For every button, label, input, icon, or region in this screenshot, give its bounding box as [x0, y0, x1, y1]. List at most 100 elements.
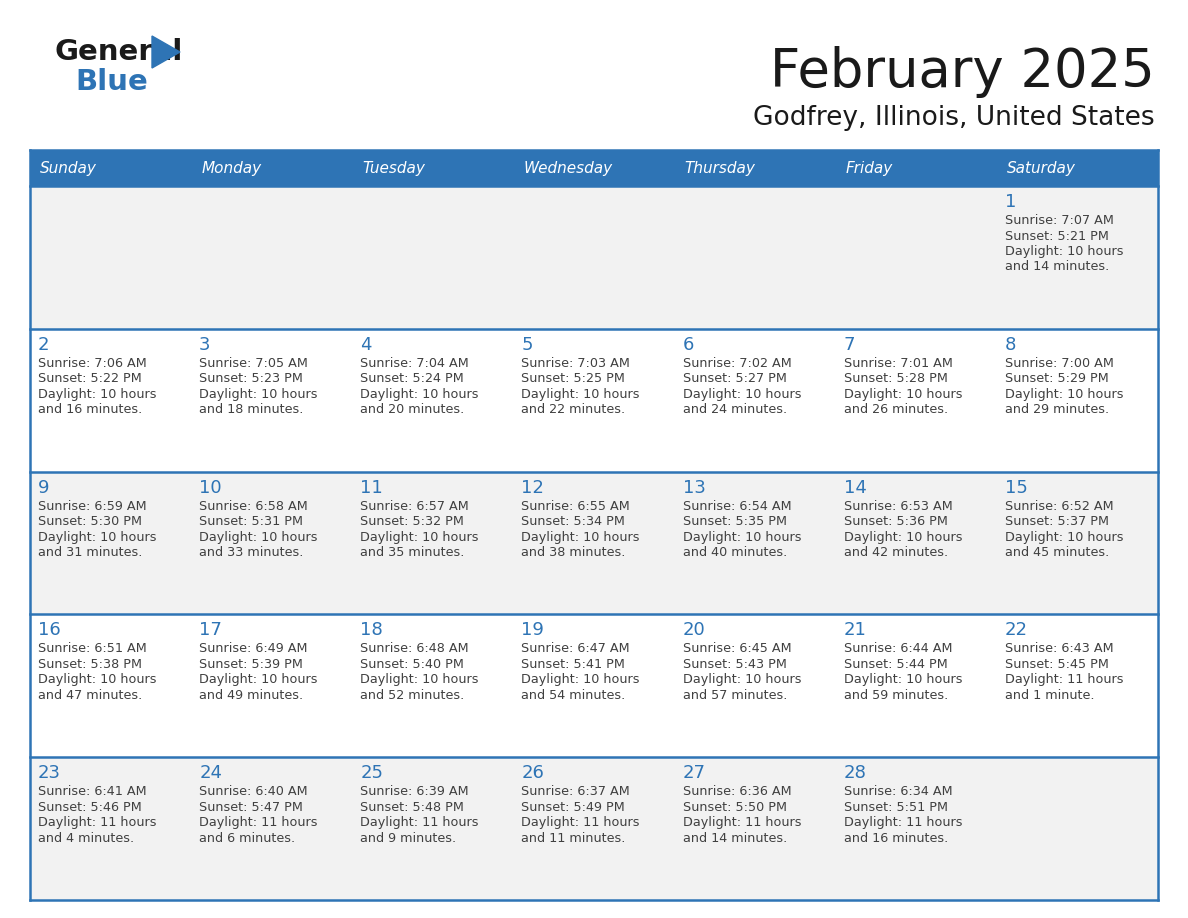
Text: Daylight: 10 hours: Daylight: 10 hours: [200, 387, 317, 401]
Text: 27: 27: [683, 764, 706, 782]
Text: Daylight: 10 hours: Daylight: 10 hours: [522, 674, 640, 687]
Text: Sunset: 5:44 PM: Sunset: 5:44 PM: [843, 658, 948, 671]
Text: Sunset: 5:23 PM: Sunset: 5:23 PM: [200, 373, 303, 386]
Text: 13: 13: [683, 478, 706, 497]
Text: Sunset: 5:40 PM: Sunset: 5:40 PM: [360, 658, 465, 671]
Text: Sunrise: 7:06 AM: Sunrise: 7:06 AM: [38, 357, 147, 370]
Text: Sunrise: 6:59 AM: Sunrise: 6:59 AM: [38, 499, 146, 512]
Text: Sunrise: 6:49 AM: Sunrise: 6:49 AM: [200, 643, 308, 655]
Text: 8: 8: [1005, 336, 1016, 353]
Text: Sunset: 5:22 PM: Sunset: 5:22 PM: [38, 373, 141, 386]
Text: 26: 26: [522, 764, 544, 782]
Text: and 42 minutes.: and 42 minutes.: [843, 546, 948, 559]
Text: Daylight: 10 hours: Daylight: 10 hours: [38, 674, 157, 687]
Text: Sunset: 5:39 PM: Sunset: 5:39 PM: [200, 658, 303, 671]
Text: Sunrise: 6:51 AM: Sunrise: 6:51 AM: [38, 643, 147, 655]
Text: and 16 minutes.: and 16 minutes.: [843, 832, 948, 845]
Text: Daylight: 11 hours: Daylight: 11 hours: [843, 816, 962, 829]
Text: Daylight: 10 hours: Daylight: 10 hours: [522, 531, 640, 543]
Text: Daylight: 10 hours: Daylight: 10 hours: [683, 387, 801, 401]
Text: Daylight: 10 hours: Daylight: 10 hours: [683, 531, 801, 543]
Text: 18: 18: [360, 621, 383, 640]
Bar: [30, 472, 1158, 614]
Text: Sunrise: 6:41 AM: Sunrise: 6:41 AM: [38, 785, 146, 798]
Text: and 31 minutes.: and 31 minutes.: [38, 546, 143, 559]
Bar: [30, 614, 1158, 757]
Text: Daylight: 11 hours: Daylight: 11 hours: [200, 816, 317, 829]
Text: Sunrise: 6:57 AM: Sunrise: 6:57 AM: [360, 499, 469, 512]
Text: Sunrise: 6:55 AM: Sunrise: 6:55 AM: [522, 499, 630, 512]
Text: Wednesday: Wednesday: [524, 161, 613, 175]
Text: Sunrise: 6:45 AM: Sunrise: 6:45 AM: [683, 643, 791, 655]
Text: and 33 minutes.: and 33 minutes.: [200, 546, 303, 559]
Text: Daylight: 10 hours: Daylight: 10 hours: [360, 674, 479, 687]
Text: 17: 17: [200, 621, 222, 640]
Text: and 38 minutes.: and 38 minutes.: [522, 546, 626, 559]
Text: Sunset: 5:32 PM: Sunset: 5:32 PM: [360, 515, 465, 528]
Text: 12: 12: [522, 478, 544, 497]
Text: Sunset: 5:27 PM: Sunset: 5:27 PM: [683, 373, 786, 386]
Text: Sunrise: 7:05 AM: Sunrise: 7:05 AM: [200, 357, 308, 370]
Text: 9: 9: [38, 478, 50, 497]
Text: 14: 14: [843, 478, 866, 497]
Text: 22: 22: [1005, 621, 1028, 640]
Bar: [30, 329, 1158, 472]
Text: February 2025: February 2025: [770, 46, 1155, 98]
Text: 23: 23: [38, 764, 61, 782]
Text: and 47 minutes.: and 47 minutes.: [38, 688, 143, 702]
Text: Sunrise: 6:43 AM: Sunrise: 6:43 AM: [1005, 643, 1113, 655]
Text: Daylight: 10 hours: Daylight: 10 hours: [360, 387, 479, 401]
Text: Sunset: 5:43 PM: Sunset: 5:43 PM: [683, 658, 786, 671]
Text: Sunset: 5:31 PM: Sunset: 5:31 PM: [200, 515, 303, 528]
Text: Sunrise: 6:54 AM: Sunrise: 6:54 AM: [683, 499, 791, 512]
Text: and 14 minutes.: and 14 minutes.: [1005, 261, 1110, 274]
Text: General: General: [55, 38, 183, 66]
Text: Sunrise: 7:00 AM: Sunrise: 7:00 AM: [1005, 357, 1113, 370]
Text: Daylight: 11 hours: Daylight: 11 hours: [683, 816, 801, 829]
Text: and 40 minutes.: and 40 minutes.: [683, 546, 786, 559]
Text: Sunrise: 6:52 AM: Sunrise: 6:52 AM: [1005, 499, 1113, 512]
Text: Sunset: 5:35 PM: Sunset: 5:35 PM: [683, 515, 786, 528]
Text: Friday: Friday: [846, 161, 893, 175]
Text: 3: 3: [200, 336, 210, 353]
Text: and 57 minutes.: and 57 minutes.: [683, 688, 786, 702]
Text: Blue: Blue: [75, 68, 147, 96]
Text: Sunset: 5:46 PM: Sunset: 5:46 PM: [38, 800, 141, 813]
Text: Sunday: Sunday: [40, 161, 97, 175]
Text: Sunrise: 6:37 AM: Sunrise: 6:37 AM: [522, 785, 630, 798]
Text: Sunset: 5:25 PM: Sunset: 5:25 PM: [522, 373, 625, 386]
Text: 24: 24: [200, 764, 222, 782]
Text: Sunrise: 6:34 AM: Sunrise: 6:34 AM: [843, 785, 953, 798]
Text: 6: 6: [683, 336, 694, 353]
Text: and 29 minutes.: and 29 minutes.: [1005, 403, 1108, 416]
Text: 7: 7: [843, 336, 855, 353]
Text: Sunset: 5:21 PM: Sunset: 5:21 PM: [1005, 230, 1108, 242]
Text: Daylight: 10 hours: Daylight: 10 hours: [200, 674, 317, 687]
Text: Sunset: 5:48 PM: Sunset: 5:48 PM: [360, 800, 465, 813]
Text: 16: 16: [38, 621, 61, 640]
Text: Thursday: Thursday: [684, 161, 756, 175]
Text: and 59 minutes.: and 59 minutes.: [843, 688, 948, 702]
Text: 5: 5: [522, 336, 533, 353]
Text: and 45 minutes.: and 45 minutes.: [1005, 546, 1110, 559]
Text: Sunset: 5:49 PM: Sunset: 5:49 PM: [522, 800, 625, 813]
Text: Sunset: 5:47 PM: Sunset: 5:47 PM: [200, 800, 303, 813]
Text: and 1 minute.: and 1 minute.: [1005, 688, 1094, 702]
Text: Sunrise: 7:07 AM: Sunrise: 7:07 AM: [1005, 214, 1113, 227]
Text: and 52 minutes.: and 52 minutes.: [360, 688, 465, 702]
Text: Daylight: 10 hours: Daylight: 10 hours: [1005, 387, 1124, 401]
Text: Daylight: 10 hours: Daylight: 10 hours: [522, 387, 640, 401]
Text: Sunset: 5:24 PM: Sunset: 5:24 PM: [360, 373, 465, 386]
Text: Sunrise: 6:44 AM: Sunrise: 6:44 AM: [843, 643, 953, 655]
Text: Sunrise: 6:53 AM: Sunrise: 6:53 AM: [843, 499, 953, 512]
Text: and 49 minutes.: and 49 minutes.: [200, 688, 303, 702]
Text: Sunrise: 6:58 AM: Sunrise: 6:58 AM: [200, 499, 308, 512]
Text: Sunset: 5:36 PM: Sunset: 5:36 PM: [843, 515, 948, 528]
Text: Sunset: 5:29 PM: Sunset: 5:29 PM: [1005, 373, 1108, 386]
Text: Daylight: 10 hours: Daylight: 10 hours: [38, 387, 157, 401]
Text: and 14 minutes.: and 14 minutes.: [683, 832, 786, 845]
Text: Sunrise: 6:39 AM: Sunrise: 6:39 AM: [360, 785, 469, 798]
Text: and 16 minutes.: and 16 minutes.: [38, 403, 143, 416]
Text: Sunset: 5:37 PM: Sunset: 5:37 PM: [1005, 515, 1108, 528]
Text: and 4 minutes.: and 4 minutes.: [38, 832, 134, 845]
